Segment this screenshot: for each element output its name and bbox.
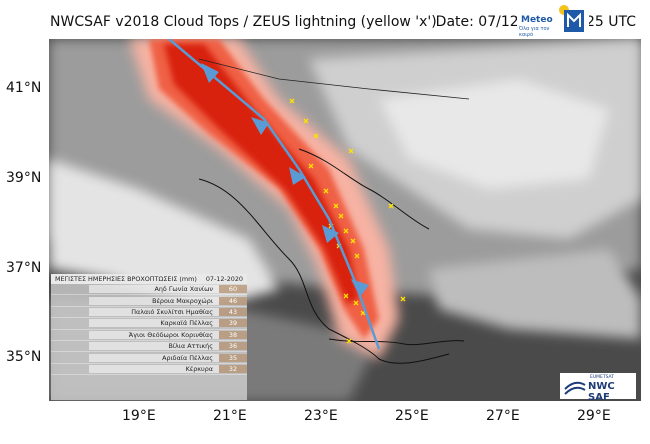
nwcsaf-logo-top: EUMETSAT bbox=[590, 375, 615, 380]
meteo-logo-tagline: Όλα για τον καιρό bbox=[519, 26, 550, 38]
station-name: Βέροια Μακροχώρι bbox=[89, 296, 219, 305]
station-name: Βίλια Αττικής bbox=[89, 342, 219, 351]
rainfall-table: ΜΕΓΙΣΤΕΣ ΗΜΕΡΗΣΙΕΣ ΒΡΟΧΟΠΤΩΣΕΙΣ (mm) 07-… bbox=[51, 274, 247, 400]
y-tick-label: 37°N bbox=[6, 260, 42, 276]
lightning-x bbox=[343, 293, 349, 299]
meteo-logo-name: Meteo bbox=[521, 15, 553, 25]
map-title: NWCSAF v2018 Cloud Tops / ZEUS lightning… bbox=[50, 14, 437, 30]
table-row: Αριδαία Πέλλας 35 bbox=[51, 352, 247, 364]
x-tick-label: 21°E bbox=[213, 408, 247, 424]
x-tick-label: 25°E bbox=[395, 408, 429, 424]
lightning-x bbox=[313, 133, 319, 139]
lightning-x bbox=[400, 296, 406, 302]
storm-band-core bbox=[164, 44, 359, 304]
lightning-x bbox=[308, 163, 314, 169]
rainfall-value: 38 bbox=[219, 330, 247, 339]
lightning-x bbox=[348, 148, 354, 154]
table-row: Άγιοι Θεόδωροι Κορινθίας 38 bbox=[51, 330, 247, 341]
station-name: Παλαιό Σκυλίτσι Ημαθίας bbox=[89, 307, 219, 316]
station-name: Καρκαϊά Πέλλας bbox=[89, 319, 219, 328]
cloud-field-white bbox=[379, 79, 609, 189]
lightning-x bbox=[388, 203, 394, 209]
nwcsaf-logo: EUMETSAT NWC SAF bbox=[560, 373, 636, 401]
nwcsaf-logo-name: NWC SAF bbox=[588, 381, 615, 401]
x-tick-label: 19°E bbox=[122, 408, 156, 424]
x-tick-label: 29°E bbox=[577, 408, 611, 424]
lightning-x bbox=[289, 98, 295, 104]
rainfall-value: 36 bbox=[219, 342, 247, 351]
coastline-greece bbox=[198, 178, 450, 364]
rainfall-value: 43 bbox=[219, 307, 247, 316]
lightning-x bbox=[303, 118, 309, 124]
lightning-x bbox=[343, 228, 349, 234]
table-row: Αηδ Γωνία Χανίων 60 bbox=[51, 284, 247, 296]
station-name: Κέρκυρα bbox=[89, 364, 219, 373]
satellite-map: ΜΕΓΙΣΤΕΣ ΗΜΕΡΗΣΙΕΣ ΒΡΟΧΟΠΤΩΣΕΙΣ (mm) 07-… bbox=[49, 39, 641, 401]
meteo-logo: Meteo Όλα για τον καιρό bbox=[517, 1, 589, 38]
x-tick-label: 27°E bbox=[486, 408, 520, 424]
rainfall-value: 35 bbox=[219, 353, 247, 362]
cloud-field-west bbox=[49, 159, 279, 309]
lightning-x bbox=[354, 253, 360, 259]
coastline-crete bbox=[328, 338, 465, 346]
station-name: Άγιοι Θεόδωροι Κορινθίας bbox=[89, 330, 219, 339]
front-triangle bbox=[201, 63, 219, 83]
table-row: Παλαιό Σκυλίτσι Ημαθίας 43 bbox=[51, 307, 247, 319]
y-tick-label: 35°N bbox=[6, 349, 42, 365]
front-triangle bbox=[251, 117, 269, 135]
table-row: Καρκαϊά Πέλλας 39 bbox=[51, 318, 247, 330]
x-tick-label: 23°E bbox=[304, 408, 338, 424]
border-line bbox=[198, 58, 470, 100]
coastline-north-aegean bbox=[298, 148, 430, 230]
front-triangle bbox=[351, 279, 369, 297]
station-name: Αηδ Γωνία Χανίων bbox=[89, 285, 219, 294]
rainfall-table-title: ΜΕΓΙΣΤΕΣ ΗΜΕΡΗΣΙΕΣ ΒΡΟΧΟΠΤΩΣΕΙΣ (mm) bbox=[55, 275, 197, 283]
rainfall-table-header: ΜΕΓΙΣΤΕΣ ΗΜΕΡΗΣΙΕΣ ΒΡΟΧΟΠΤΩΣΕΙΣ (mm) 07-… bbox=[51, 274, 247, 284]
y-tick-label: 39°N bbox=[6, 170, 42, 186]
table-row: Κέρκυρα 32 bbox=[51, 364, 247, 376]
table-row: Βέροια Μακροχώρι 46 bbox=[51, 295, 247, 307]
meteo-logo-mark bbox=[559, 5, 584, 32]
lightning-x bbox=[353, 300, 359, 306]
cloud-field-southeast bbox=[429, 249, 641, 339]
rainfall-value: 46 bbox=[219, 296, 247, 305]
y-tick-label: 41°N bbox=[6, 80, 42, 96]
lightning-x bbox=[333, 203, 339, 209]
rainfall-value: 39 bbox=[219, 319, 247, 328]
rainfall-value: 60 bbox=[219, 285, 247, 294]
table-row: Βίλια Αττικής 36 bbox=[51, 341, 247, 353]
lightning-x bbox=[323, 188, 329, 194]
front-triangle bbox=[322, 225, 339, 243]
lightning-x bbox=[350, 238, 356, 244]
lightning-x bbox=[338, 213, 344, 219]
nwcsaf-logo-mark bbox=[564, 381, 586, 395]
station-name: Αριδαία Πέλλας bbox=[89, 353, 219, 362]
rainfall-value: 32 bbox=[219, 364, 247, 373]
lightning-x bbox=[346, 338, 352, 344]
front-triangle bbox=[289, 167, 306, 185]
lightning-x bbox=[360, 310, 366, 316]
rainfall-table-date: 07-12-2020 bbox=[205, 275, 243, 283]
